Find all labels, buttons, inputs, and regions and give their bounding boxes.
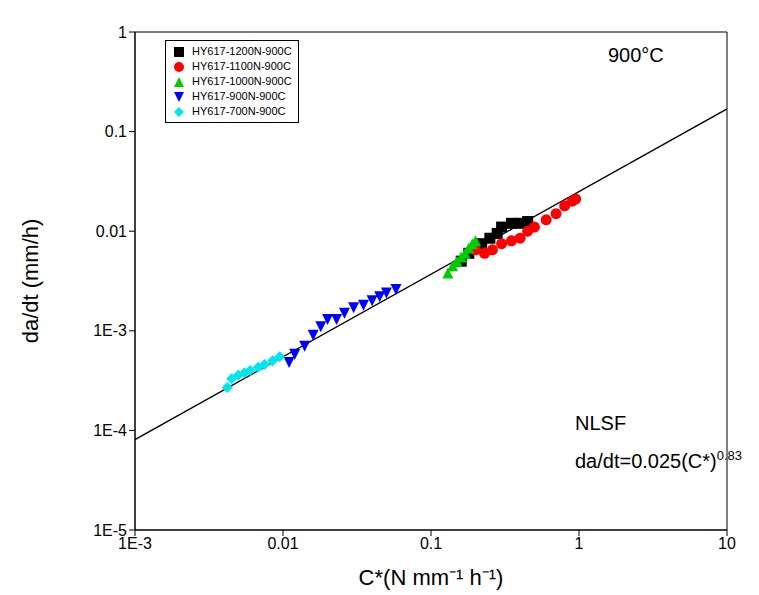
html-text:900°C: 900°C bbox=[608, 44, 664, 66]
svg-text:0.1: 0.1 bbox=[420, 535, 442, 552]
svg-text:C*(N mm⁻¹ h⁻¹): C*(N mm⁻¹ h⁻¹) bbox=[359, 565, 504, 590]
html-text:HY617-1000N-900C: HY617-1000N-900C bbox=[192, 75, 292, 87]
svg-text:1E-4: 1E-4 bbox=[93, 422, 127, 439]
svg-text:10: 10 bbox=[718, 535, 736, 552]
html-text:HY617-1200N-900C: HY617-1200N-900C bbox=[192, 45, 292, 57]
svg-text:0.01: 0.01 bbox=[96, 223, 127, 240]
html-text:HY617-700N-900C: HY617-700N-900C bbox=[192, 105, 286, 117]
svg-text:1: 1 bbox=[575, 535, 584, 552]
svg-text:da/dt (mm/h): da/dt (mm/h) bbox=[18, 219, 43, 344]
svg-text:1E-3: 1E-3 bbox=[118, 535, 152, 553]
svg-text:1E-5: 1E-5 bbox=[93, 522, 127, 539]
svg-text:1E-3: 1E-3 bbox=[93, 322, 127, 339]
svg-text:0.1: 0.1 bbox=[105, 123, 127, 140]
svg-text:1: 1 bbox=[118, 24, 127, 41]
html-text:HY617-900N-900C: HY617-900N-900C bbox=[192, 90, 286, 102]
html-text:NLSF: NLSF bbox=[575, 412, 627, 434]
html-text:da/dt=0.025(C*)0.83: da/dt=0.025(C*)0.83 bbox=[575, 448, 743, 472]
html-text:HY617-1100N-900C: HY617-1100N-900C bbox=[192, 60, 291, 72]
svg-text:0.01: 0.01 bbox=[267, 535, 298, 552]
